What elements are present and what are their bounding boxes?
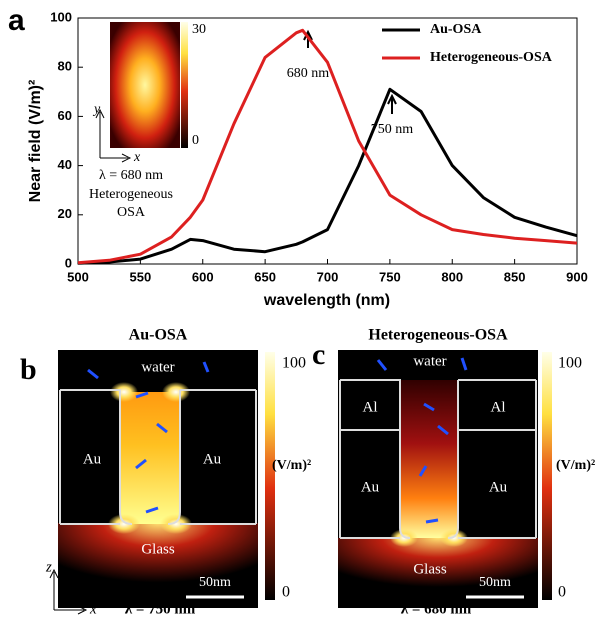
scale-bar-label: 50nm — [479, 575, 511, 590]
x-axis-title: wavelength (nm) — [263, 292, 390, 309]
y-tick-label: 20 — [58, 206, 72, 221]
region-label: Glass — [413, 561, 446, 577]
panel-caption: λ = 680 nm — [401, 601, 472, 617]
colorbar — [265, 352, 275, 600]
panel-b: b Au-OSA water Au Au Glass 50nm 100 0 (V… — [20, 327, 311, 618]
region-label: Al — [363, 399, 378, 415]
panel-label: b — [20, 353, 37, 386]
panel-title: Heterogeneous-OSA — [368, 327, 508, 344]
colorbar-tick: 100 — [282, 355, 306, 372]
y-axis-title: Near field (V/m)² — [27, 80, 44, 203]
axis-label: z — [45, 559, 52, 575]
panel-label: a — [8, 4, 25, 37]
channel-field — [400, 380, 458, 538]
region-label: Au — [361, 479, 380, 495]
colorbar — [542, 352, 552, 600]
x-tick-label: 800 — [441, 269, 463, 284]
x-tick-label: 500 — [67, 269, 89, 284]
colorbar-tick: 0 — [282, 584, 290, 601]
chart-a: a wavelength (nm) Near field (V/m)² 30 0… — [8, 4, 588, 309]
hotspot — [162, 382, 190, 402]
annotation: 750 nm — [371, 122, 414, 137]
inset-caption: Heterogeneous — [89, 187, 173, 202]
inset-map — [110, 22, 180, 148]
legend-label: Au-OSA — [430, 22, 482, 37]
region-label: water — [413, 353, 446, 369]
panel-c: c Heterogeneous-OSA water Al Al Au Au Gl… — [312, 327, 595, 618]
legend-label: Heterogeneous-OSA — [430, 50, 553, 65]
glass-field — [58, 523, 258, 608]
colorbar-tick: 100 — [558, 355, 582, 372]
inset-colorbar-tick: 0 — [192, 133, 199, 148]
annotation: 680 nm — [287, 66, 330, 81]
region-label: Glass — [141, 541, 174, 557]
axis-label: x — [89, 601, 97, 617]
y-tick-label: 60 — [58, 108, 72, 123]
inset-y-axis: y — [92, 102, 101, 117]
x-tick-label: 900 — [566, 269, 588, 284]
channel-field — [120, 392, 180, 524]
colorbar-unit: (V/m)² — [272, 458, 311, 473]
figure: a wavelength (nm) Near field (V/m)² 30 0… — [0, 0, 608, 620]
x-tick-label: 600 — [192, 269, 214, 284]
colorbar-tick: 0 — [558, 584, 566, 601]
y-tick-label: 100 — [50, 9, 72, 24]
hotspot — [110, 382, 138, 402]
inset-x-axis: x — [133, 150, 141, 165]
x-tick-label: 550 — [130, 269, 152, 284]
region-label: Au — [83, 451, 102, 467]
region-label: Au — [203, 451, 222, 467]
panel-caption: λ = 750 nm — [125, 601, 196, 617]
y-tick-label: 80 — [58, 59, 72, 74]
panel-label: c — [312, 338, 325, 371]
colorbar-unit: (V/m)² — [556, 458, 595, 473]
region-label: Al — [491, 399, 506, 415]
inset-caption: λ = 680 nm — [99, 168, 163, 183]
x-tick-label: 750 — [379, 269, 401, 284]
region-label: Au — [489, 479, 508, 495]
inset-caption: OSA — [117, 205, 146, 220]
panel-title: Au-OSA — [129, 327, 188, 344]
inset-colorbar — [181, 22, 188, 148]
annotation-arrow — [388, 96, 396, 114]
x-tick-label: 700 — [317, 269, 339, 284]
scale-bar-label: 50nm — [199, 575, 231, 590]
x-tick-label: 650 — [254, 269, 276, 284]
inset-colorbar-tick: 30 — [192, 22, 206, 37]
y-tick-label: 40 — [58, 157, 72, 172]
region-label: water — [141, 359, 174, 375]
y-tick-label: 0 — [65, 255, 72, 270]
x-tick-label: 850 — [504, 269, 526, 284]
